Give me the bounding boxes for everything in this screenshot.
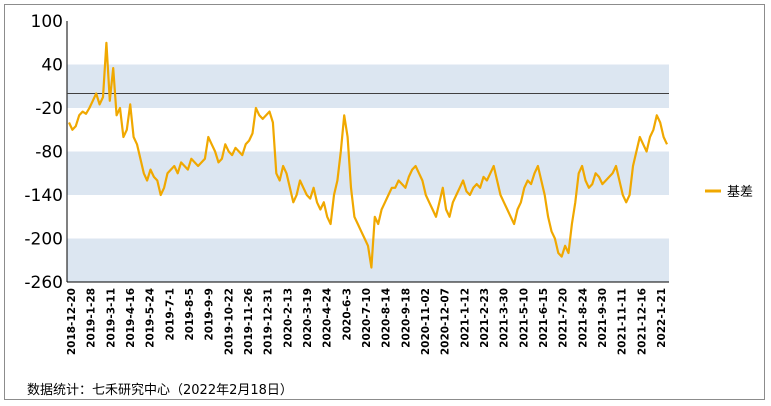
source-note: 数据统计：七禾研究中心（2022年2月18日） <box>27 383 293 398</box>
y-axis: 100 40 -20 -80 -140 -200 -260 <box>24 12 68 293</box>
legend-label: 基差 <box>727 185 753 200</box>
x-tick-label: 2019-7-1 <box>164 288 176 341</box>
x-tick-label: 2019-5-24 <box>145 288 157 348</box>
y-tick-label: -200 <box>24 230 63 250</box>
x-tick-label: 2019-12-31 <box>263 288 275 355</box>
x-tick-label: 2021-3-30 <box>499 288 511 348</box>
y-tick-label: -20 <box>35 99 63 119</box>
x-tick-label: 2019-8-5 <box>184 288 196 341</box>
x-tick-label: 2019-10-22 <box>223 288 235 355</box>
basis-line-chart: 100 40 -20 -80 -140 -200 -260 2018-12-20 2019-1… <box>24 12 753 355</box>
x-tick-label: 2021-9-30 <box>597 288 609 348</box>
x-tick-label: 2019-1-28 <box>86 288 98 348</box>
x-tick-label: 2019-3-11 <box>105 288 117 348</box>
series-layer <box>68 41 668 269</box>
band-0 <box>67 64 669 108</box>
plot-bands <box>67 64 669 282</box>
y-tick-label: 40 <box>41 56 63 76</box>
y-tick-label: -140 <box>24 186 63 206</box>
x-tick-label: 2021-1-12 <box>459 288 471 348</box>
y-tick-label: -260 <box>24 273 63 293</box>
x-tick-label: 2021-2-23 <box>479 288 491 348</box>
x-tick-label: 2020-8-14 <box>381 288 393 348</box>
series-line-basis <box>68 41 668 269</box>
x-tick-label: 2020-12-07 <box>440 288 452 355</box>
x-tick-label: 2020-9-18 <box>400 288 412 348</box>
y-tick-label: 100 <box>31 12 63 32</box>
chart-frame: 100 40 -20 -80 -140 -200 -260 2018-12-20 2019-1… <box>4 4 765 400</box>
x-tick-label: 2020-11-02 <box>420 288 432 355</box>
legend: 基差 <box>705 185 753 200</box>
x-tick-label: 2021-5-10 <box>518 288 530 348</box>
x-tick-label: 2022-1-21 <box>656 288 668 348</box>
x-tick-label: 2021-11-11 <box>617 288 629 355</box>
x-tick-label: 2020-4-24 <box>322 288 334 348</box>
x-tick-label: 2021-12-16 <box>636 288 648 355</box>
x-tick-label: 2020-3-19 <box>302 288 314 348</box>
x-tick-label: 2020-2-13 <box>282 288 294 348</box>
x-tick-label: 2019-9-9 <box>204 288 216 341</box>
x-tick-label: 2018-12-20 <box>66 288 78 355</box>
x-tick-label: 2020-7-10 <box>361 288 373 348</box>
x-axis: 2018-12-20 2019-1-28 2019-3-11 2019-4-16 201… <box>66 281 669 355</box>
x-tick-label: 2020-6-3 <box>341 288 353 341</box>
y-tick-label: -80 <box>35 143 63 163</box>
x-tick-label: 2021-8-24 <box>577 288 589 348</box>
x-tick-label: 2021-7-20 <box>558 288 570 348</box>
x-tick-label: 2019-4-16 <box>125 288 137 348</box>
x-tick-label: 2019-11-26 <box>243 288 255 355</box>
x-tick-label: 2021-6-15 <box>538 288 550 348</box>
